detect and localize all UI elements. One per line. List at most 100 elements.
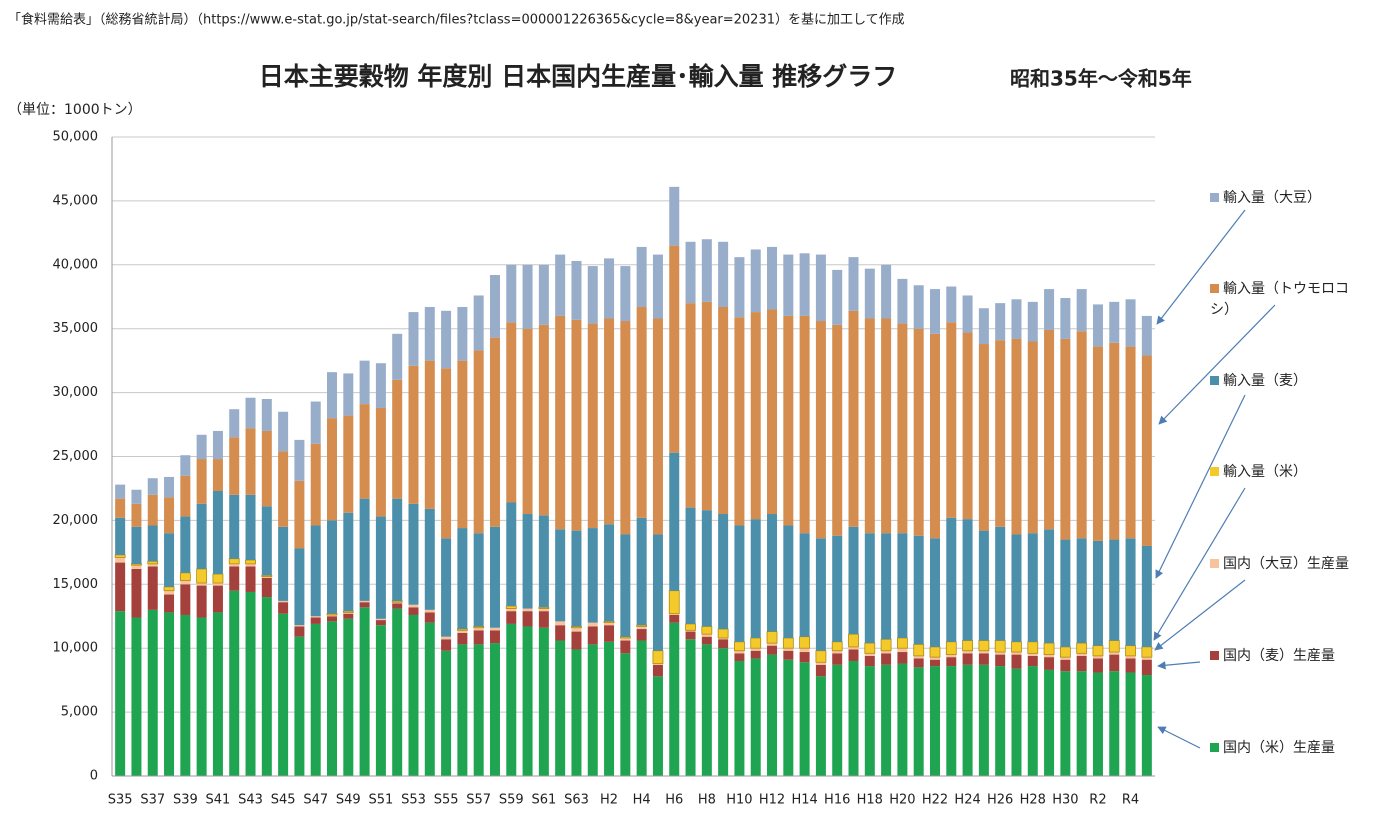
bar-segment — [424, 306, 435, 361]
legend-swatch — [1210, 559, 1219, 568]
bar-segment — [799, 636, 811, 649]
bar-segment — [1027, 653, 1038, 656]
bar-segment — [652, 318, 663, 535]
bar-segment — [718, 514, 729, 630]
bar-segment — [1044, 669, 1055, 776]
x-tick-label: S51 — [369, 793, 394, 808]
x-tick-label: H30 — [1052, 793, 1078, 808]
bar-segment — [1125, 655, 1136, 659]
bar-segment — [897, 323, 908, 534]
y-tick-label: 5,000 — [61, 705, 98, 720]
bar-segment — [441, 639, 452, 651]
bar-segment — [1060, 659, 1071, 672]
bar-segment — [913, 285, 924, 329]
bar-segment — [962, 332, 973, 520]
bar-segment — [815, 538, 826, 651]
bar-segment — [946, 654, 957, 658]
bar-segment — [489, 275, 500, 338]
bar-segment — [1092, 655, 1103, 659]
bar-segment — [604, 318, 615, 525]
bar-segment — [636, 629, 647, 641]
bar-segment — [131, 526, 142, 564]
bar-segment — [1011, 534, 1022, 642]
bar-segment — [913, 535, 924, 645]
bar-segment — [424, 622, 435, 776]
bar-segment — [864, 533, 875, 644]
bar-segment — [1011, 654, 1022, 669]
legend-swatch — [1210, 193, 1219, 202]
bar-segment — [196, 503, 207, 569]
bar-segment — [229, 566, 240, 591]
arrow — [1157, 661, 1201, 670]
bar-segment — [1076, 653, 1087, 656]
bar-segment — [196, 459, 207, 504]
bar-segment — [1092, 304, 1103, 347]
bar-segment — [701, 634, 712, 637]
bar-segment — [636, 640, 647, 776]
bar-segment — [718, 306, 729, 515]
bar-segment — [945, 641, 957, 655]
x-tick-label: H22 — [922, 793, 948, 808]
bar-segment — [343, 512, 354, 612]
bar-segment — [424, 612, 435, 623]
x-tick-label: H12 — [759, 793, 785, 808]
bar-segment — [734, 257, 745, 318]
bar-segment — [473, 533, 484, 627]
bar-segment — [864, 655, 875, 667]
bar-segment — [408, 312, 419, 366]
bar-segment — [571, 530, 582, 627]
bar-segment — [734, 653, 745, 661]
bar-segment — [1027, 655, 1038, 667]
bar-segment — [652, 663, 663, 665]
bar-segment — [946, 666, 957, 776]
bar-segment — [881, 664, 892, 776]
bar-segment — [1125, 658, 1136, 673]
bar-segment — [392, 498, 403, 601]
x-tick-label: H28 — [1020, 793, 1046, 808]
bar-segment — [196, 568, 208, 584]
bar-segment — [1044, 529, 1055, 644]
bar-segment — [815, 254, 826, 322]
bar-segment — [1092, 540, 1103, 646]
bar-segment — [1125, 645, 1136, 657]
bar-segment — [734, 641, 745, 652]
bar-segment — [1027, 533, 1038, 642]
bar-segment — [489, 630, 500, 644]
bar-segment — [180, 580, 191, 585]
bar-segment — [212, 573, 224, 584]
bar-segment — [848, 660, 859, 776]
bar-segment — [929, 657, 940, 660]
bar-segment — [1109, 539, 1120, 641]
bar-segment — [229, 494, 240, 559]
bar-segment — [1125, 538, 1136, 646]
bar-segment — [913, 658, 924, 668]
bar-segment — [995, 340, 1006, 527]
bar-segment — [832, 653, 843, 665]
bar-segment — [587, 626, 598, 645]
bar-segment — [668, 590, 680, 615]
bar-segment — [962, 653, 973, 665]
source-note: 「食料需給表」（総務省統計局）（https://www.e-stat.go.jp… — [8, 12, 905, 28]
bar-segment — [995, 652, 1006, 655]
bar-segment — [1060, 338, 1071, 540]
bar-segment — [1092, 658, 1103, 673]
x-tick-label: S63 — [564, 793, 589, 808]
x-tick-label: H6 — [665, 793, 683, 808]
bar-segment — [392, 602, 403, 604]
bar-segment — [327, 520, 338, 614]
y-tick-label: 20,000 — [53, 513, 99, 528]
bar-segment — [832, 535, 843, 642]
bar-segment — [538, 264, 549, 325]
bar-segment — [163, 586, 175, 592]
bar-segment — [783, 315, 794, 526]
bar-segment — [343, 612, 354, 614]
bar-segment — [147, 609, 158, 776]
bar-segment — [750, 648, 761, 651]
bar-segment — [1141, 646, 1153, 658]
bar-segment — [555, 315, 566, 530]
bar-segment — [587, 266, 598, 324]
bar-segment — [196, 583, 207, 586]
bar-segment — [115, 517, 126, 555]
bar-segment — [881, 264, 892, 319]
bar-segment — [441, 368, 452, 539]
